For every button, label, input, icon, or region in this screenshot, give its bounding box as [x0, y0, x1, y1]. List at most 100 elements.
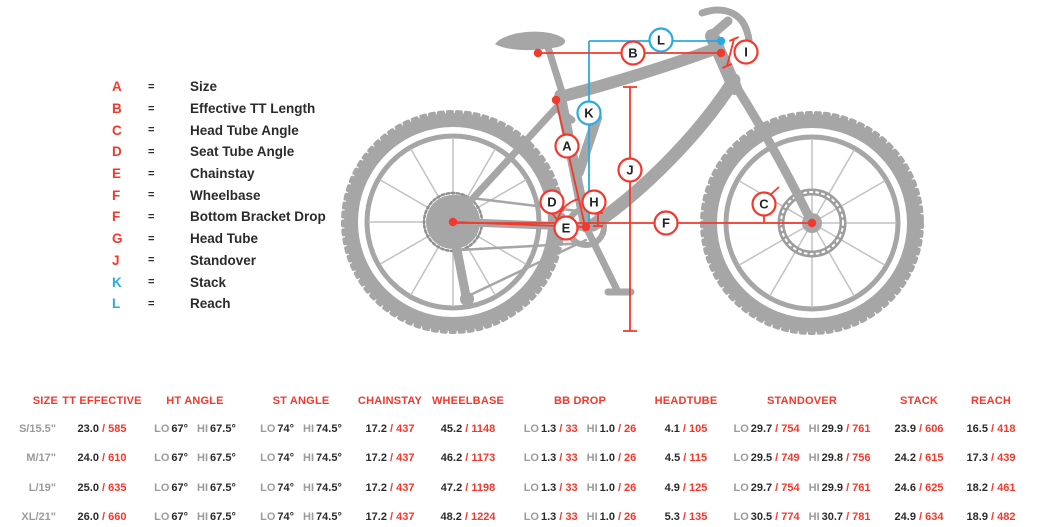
legend-row-c: C = Head Tube Angle [112, 119, 326, 141]
reach-cell: 18.2/ 461 [966, 481, 1016, 494]
svg-text:C: C [759, 197, 769, 212]
equals-sign: = [148, 102, 155, 115]
svg-text:H: H [589, 195, 598, 210]
table-row-s: S/15.5" 23.0/ 585 LO 67° HI 67.5° LO 74° HI 74… [12, 414, 1046, 444]
marker-H: H [581, 189, 607, 215]
equals-sign: = [148, 167, 155, 180]
standover-cell: LO 29.7/ 754 HI 29.9/ 761 [733, 422, 871, 435]
st-angle-cell: LO 74° HI 74.5° [260, 452, 342, 465]
ht-angle-cell: LO 67° HI 67.5° [154, 422, 236, 435]
handlebar [698, 6, 753, 44]
legend-row-d: D = Seat Tube Angle [112, 141, 326, 163]
headtube-cell: 4.9/ 125 [664, 481, 708, 494]
wheelbase-cell: 48.2/ 1224 [440, 511, 496, 524]
ht-angle-cell: LO 67° HI 67.5° [154, 452, 236, 465]
table-row-m: M/17" 24.0/ 610 LO 67° HI 67.5° LO 74° HI 74.5… [12, 444, 1046, 474]
headtube-cell: 4.1/ 105 [664, 422, 708, 435]
standover-cell: LO 29.5/ 749 HI 29.8/ 756 [733, 452, 871, 465]
seatpost [543, 40, 566, 96]
legend-label: Head Tube Angle [190, 122, 299, 138]
head-tube-tick [722, 36, 739, 69]
stack-cell: 24.6/ 625 [894, 481, 944, 494]
red-measure-lines [452, 36, 812, 332]
table-row-l: L/19" 25.0/ 635 LO 67° HI 67.5° LO 74° HI 74.5… [12, 473, 1046, 503]
legend-label: Bottom Bracket Drop [190, 209, 326, 225]
legend-row-a: A = Size [112, 76, 326, 98]
bike-geometry-diagram: B L I K A J D [341, 6, 924, 335]
svg-text:A: A [562, 139, 572, 154]
bike-silhouette [341, 6, 924, 335]
marker-E: E [553, 215, 579, 241]
bb-drop-cell: LO 1.3/ 33 HI 1.0/ 26 [523, 511, 637, 524]
chainstay-cell: 17.2/ 437 [365, 422, 415, 435]
crank-arm [582, 223, 635, 296]
rear-shock [574, 113, 602, 177]
legend-letter: C [112, 122, 122, 138]
marker-K: K [576, 100, 602, 126]
seatstay [449, 103, 576, 224]
chainstay-cell: 17.2/ 437 [365, 511, 415, 524]
legend-label: Size [190, 79, 218, 95]
col-header-headtube: HEADTUBE [654, 395, 718, 407]
headtube-cell: 4.5/ 115 [664, 452, 708, 465]
legend-letter: J [112, 252, 120, 268]
wheelbase-cell: 46.2/ 1173 [440, 452, 496, 465]
legend-label: Effective TT Length [190, 101, 316, 117]
svg-text:I: I [744, 45, 748, 60]
legend-letter: L [112, 296, 121, 312]
tt-cell: 26.0/ 660 [77, 511, 127, 524]
col-header-wheelbase: WHEELBASE [431, 395, 505, 407]
down-tube [586, 73, 741, 232]
svg-text:D: D [547, 195, 556, 210]
table-header-row: SIZE TT EFFECTIVE HT ANGLE ST ANGLE CHAI… [12, 390, 1046, 412]
legend: A = Size B = Effective TT Length C = Hea… [112, 76, 326, 315]
legend-letter: F [112, 187, 121, 203]
top-tube [554, 44, 718, 103]
marker-D: D [539, 189, 565, 215]
stack-cell: 23.9/ 606 [894, 422, 944, 435]
bb-drop-cell: LO 1.3/ 33 HI 1.0/ 26 [523, 422, 637, 435]
chainstay-cell: 17.2/ 437 [365, 452, 415, 465]
legend-row-g: G = Head Tube [112, 228, 326, 250]
col-header-size: SIZE [32, 395, 58, 407]
marker-C: C [751, 191, 777, 217]
standover-line [623, 86, 637, 332]
col-header-ht-angle: HT ANGLE [166, 395, 224, 407]
legend-label: Wheelbase [190, 187, 261, 203]
reach-endpoint-dot [716, 36, 726, 46]
svg-text:J: J [626, 163, 633, 178]
legend-row-b: B = Effective TT Length [112, 98, 326, 120]
legend-letter: A [112, 79, 122, 95]
legend-row-l: L = Reach [112, 293, 326, 315]
equals-sign: = [148, 254, 155, 267]
st-angle-cell: LO 74° HI 74.5° [260, 511, 342, 524]
legend-label: Seat Tube Angle [190, 144, 295, 160]
stack-cell: 24.2/ 615 [894, 452, 944, 465]
legend-letter: F [112, 209, 121, 225]
tt-cell: 23.0/ 585 [77, 422, 127, 435]
saddle [495, 31, 566, 51]
marker-A: A [554, 133, 580, 159]
chainstay-cell: 17.2/ 437 [365, 481, 415, 494]
col-header-standover: STANDOVER [766, 395, 838, 407]
geometry-table: SIZE TT EFFECTIVE HT ANGLE ST ANGLE CHAI… [12, 390, 1046, 527]
head-tube [705, 29, 742, 95]
equals-sign: = [148, 297, 155, 310]
col-header-chainstay: CHAINSTAY [357, 395, 423, 407]
equals-sign: = [148, 232, 155, 245]
fork [732, 83, 815, 224]
seat-tube-line [555, 99, 586, 227]
standover-cell: LO 30.5/ 774 HI 30.7/ 781 [733, 511, 871, 524]
col-header-tt-effective: TT EFFECTIVE [62, 395, 142, 407]
chain [453, 194, 588, 298]
equals-sign: = [148, 124, 155, 137]
headtube-cell: 5.3/ 135 [664, 511, 708, 524]
ht-angle-cell: LO 67° HI 67.5° [154, 481, 236, 494]
legend-letter: G [112, 231, 123, 247]
marker-bubbles: B L I K A J D [539, 27, 777, 241]
legend-row-k: K = Stack [112, 271, 326, 293]
tt-cell: 25.0/ 635 [77, 481, 127, 494]
svg-text:K: K [584, 106, 594, 121]
size-cell: XL/21" [21, 511, 56, 524]
